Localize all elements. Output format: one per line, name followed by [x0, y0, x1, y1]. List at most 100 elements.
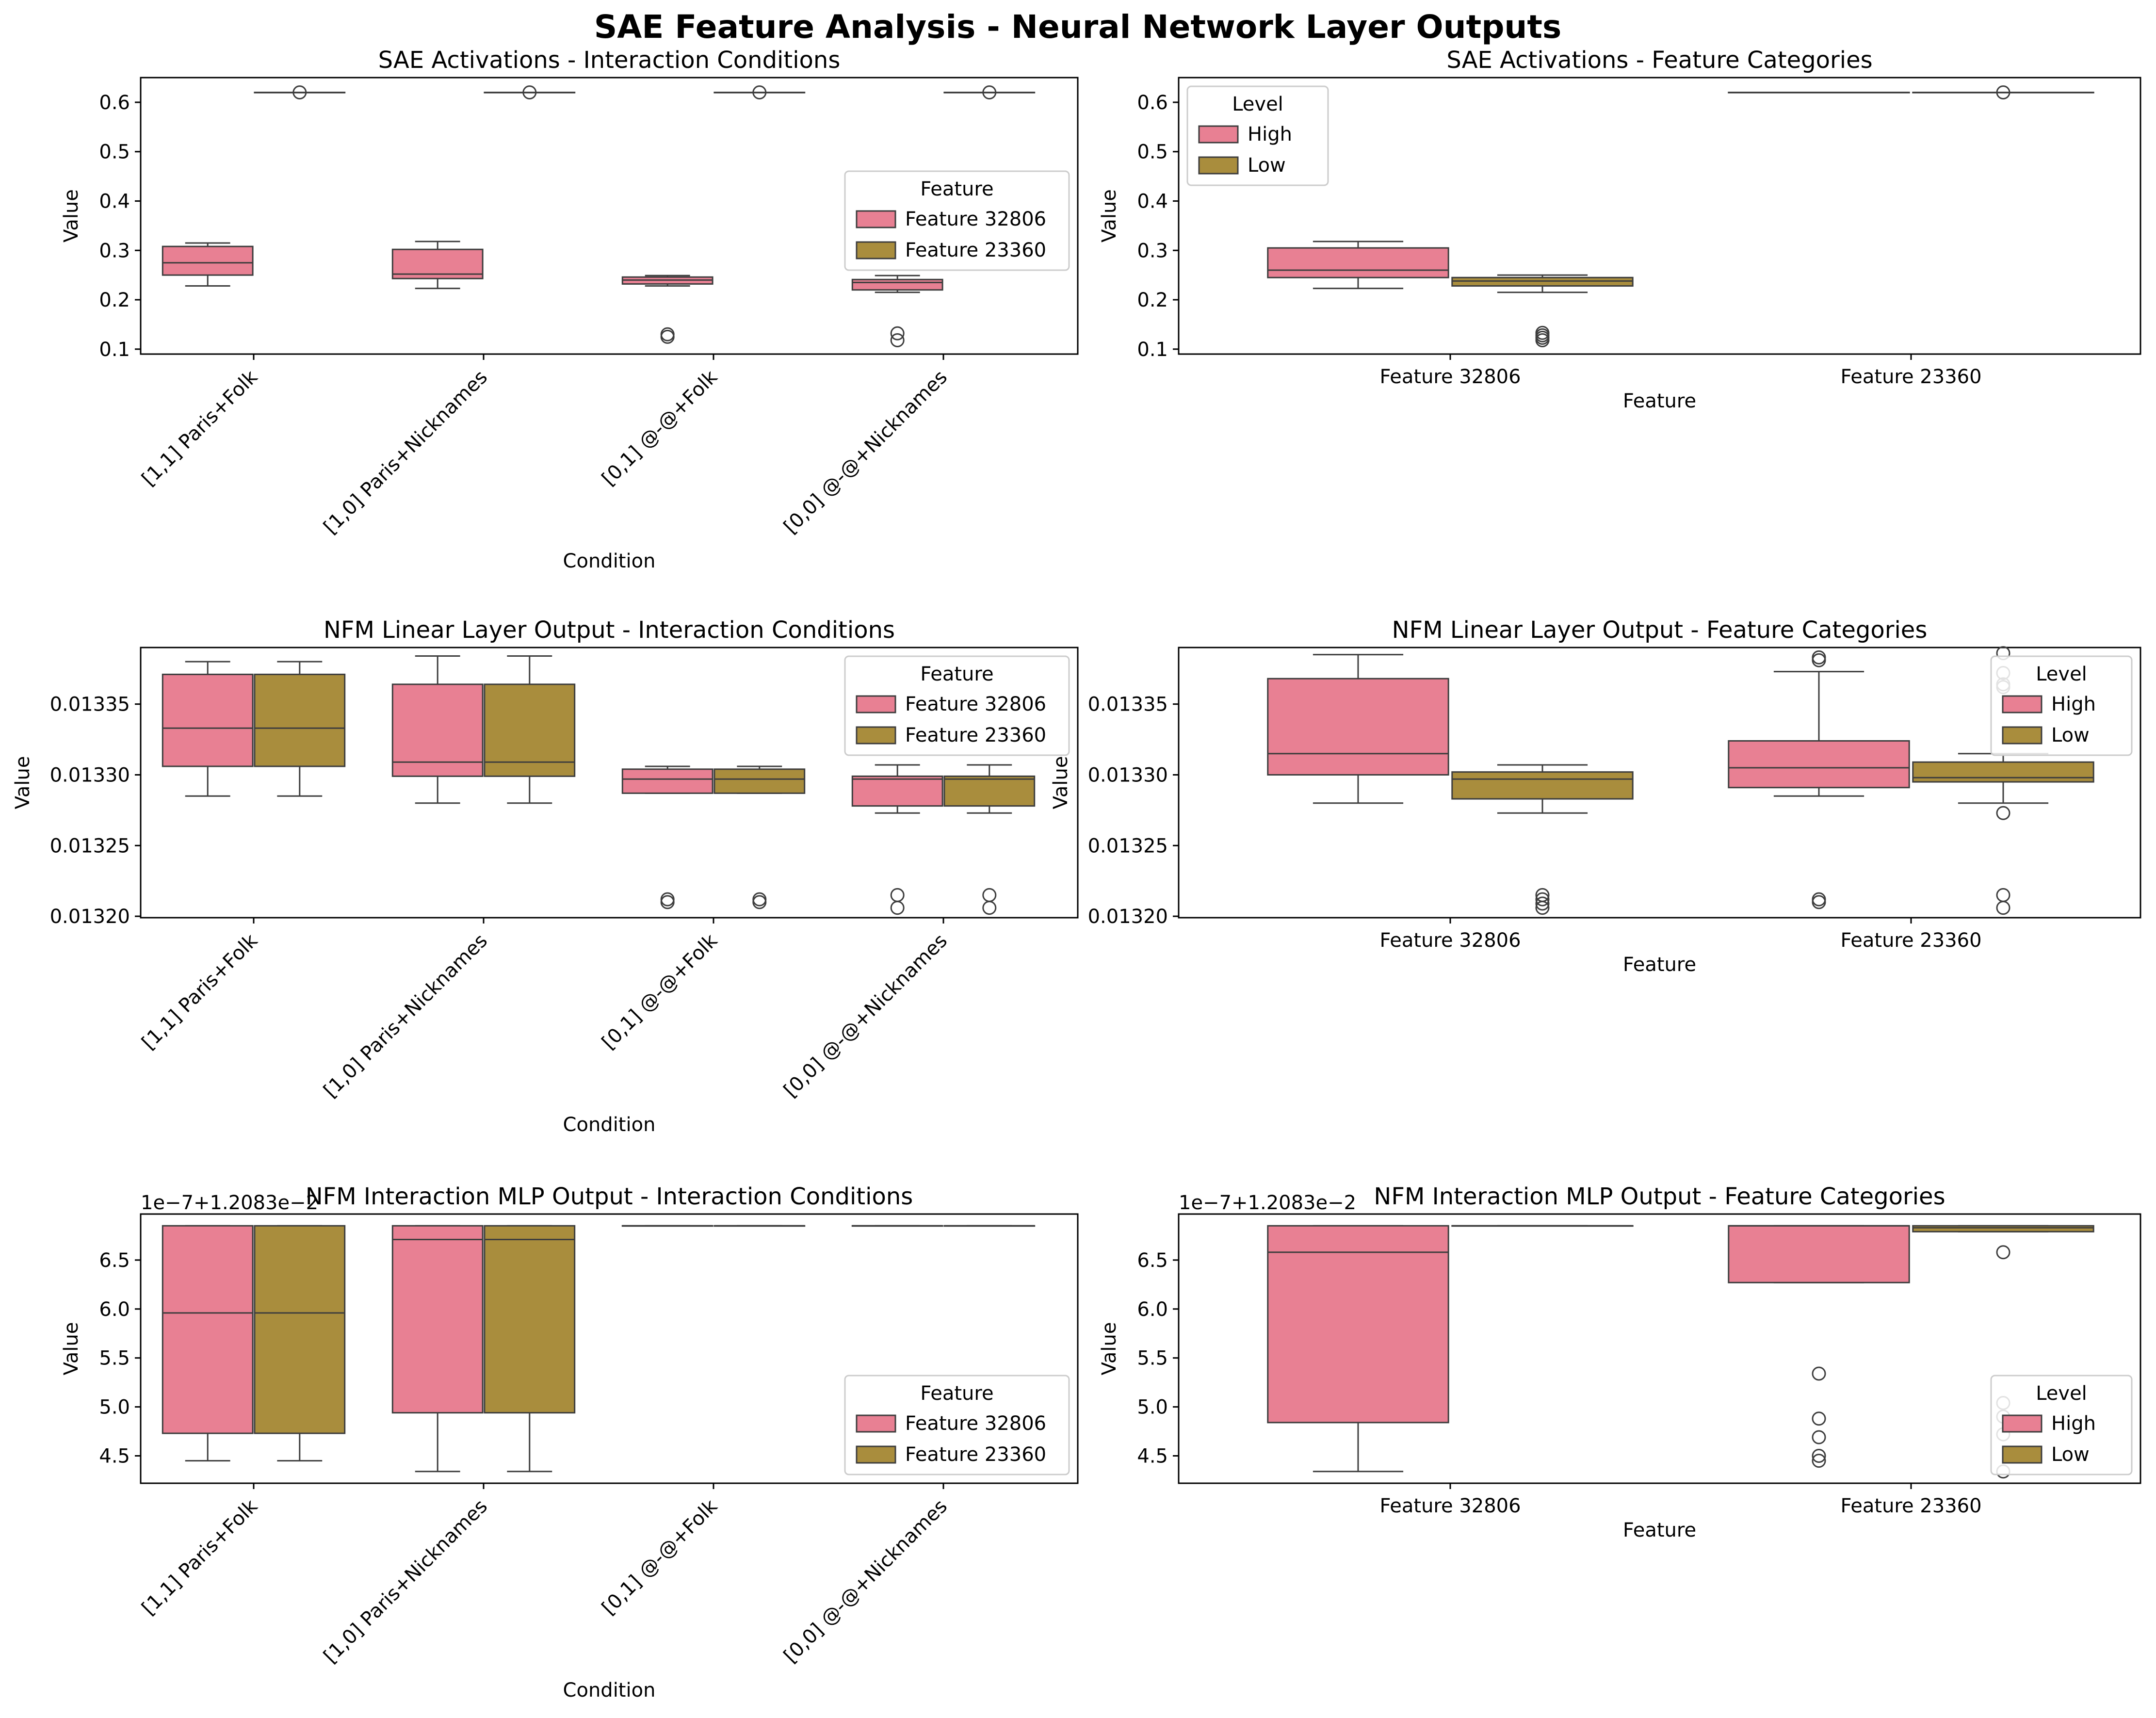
- y-tick-label: 0.01330: [1088, 764, 1168, 786]
- series-2: [1451, 1225, 2094, 1479]
- subplot-title: NFM Interaction MLP Output - Feature Cat…: [1374, 1183, 1945, 1210]
- legend-entry-label: High: [1248, 123, 1292, 146]
- legend-entry-label: Low: [1248, 154, 1286, 177]
- legend-swatch: [2002, 695, 2043, 713]
- subplot-title: NFM Interaction MLP Output - Interaction…: [306, 1183, 913, 1210]
- y-axis-label: Value: [1098, 1322, 1120, 1376]
- y-tick-label: 0.01325: [1088, 835, 1168, 857]
- axes-frame: [140, 647, 1079, 919]
- box-1: [162, 242, 254, 287]
- outlier-point: [660, 892, 675, 907]
- x-axis-label: Condition: [563, 1679, 656, 1702]
- axes-frame: [140, 1213, 1079, 1484]
- y-axis-label: Value: [60, 1322, 82, 1376]
- box-body: [1267, 1225, 1449, 1424]
- y-offset-label: 1e−7+1.2083e−2: [141, 1192, 318, 1214]
- box-body: [1728, 740, 1910, 789]
- box-2: [484, 655, 576, 804]
- box-body: [162, 245, 254, 276]
- outlier-point: [752, 85, 767, 100]
- subplot-title: SAE Activations - Feature Categories: [1446, 47, 1872, 74]
- legend-title: Feature: [920, 1382, 993, 1405]
- legend: Level High Low: [1990, 1375, 2133, 1475]
- legend-title: Feature: [920, 663, 993, 685]
- box-2: [1912, 1225, 2094, 1479]
- subplot-title: NFM Linear Layer Output - Interaction Co…: [324, 616, 895, 644]
- outlier-point: [1812, 1430, 1826, 1444]
- box-1: [254, 1225, 346, 1462]
- legend-entry-label: High: [2051, 693, 2096, 715]
- legend-entry-label: Feature 23360: [905, 1443, 1046, 1466]
- y-tick-label: 0.01330: [50, 764, 130, 786]
- outlier-point: [1535, 896, 1550, 911]
- x-tick-label: Feature 32806: [1379, 929, 1521, 952]
- y-axis-label: Value: [60, 189, 82, 243]
- series-1: [1267, 1225, 1910, 1473]
- legend-swatch: [856, 1445, 896, 1464]
- legend-title: Feature: [920, 178, 993, 200]
- outlier-point: [982, 888, 997, 902]
- x-tick-label: Feature 23360: [1840, 929, 1981, 952]
- box-1: [162, 661, 254, 797]
- legend-swatch: [1198, 125, 1239, 144]
- legend: Level High Low: [1186, 85, 1329, 186]
- legend-entry-label: Feature 23360: [905, 239, 1046, 261]
- y-tick-label: 5.5: [1137, 1347, 1168, 1370]
- box-body: [851, 775, 943, 807]
- box-2: [1728, 1225, 1910, 1468]
- legend-swatch: [2002, 1414, 2043, 1433]
- y-tick-label: 0.01320: [1088, 906, 1168, 928]
- subplot-6: NFM Interaction MLP Output - Feature Cat…: [1098, 1183, 2141, 1541]
- box-3: [621, 765, 713, 909]
- box-2: [391, 655, 484, 804]
- outlier-point: [890, 888, 905, 902]
- figure-suptitle: SAE Feature Analysis - Neural Network La…: [594, 8, 1562, 46]
- box-body: [254, 673, 346, 767]
- subplot-4: NFM Linear Layer Output - Feature Catego…: [1050, 616, 2141, 976]
- subplot-title: NFM Linear Layer Output - Feature Catego…: [1392, 616, 1928, 644]
- legend: Level High Low: [1990, 655, 2133, 756]
- box-2: [391, 241, 484, 290]
- series-1: [1267, 92, 1910, 290]
- y-tick-label: 6.0: [99, 1298, 130, 1321]
- box-body: [1912, 1225, 2094, 1232]
- box-1: [1267, 654, 1449, 804]
- box-body: [1267, 247, 1449, 278]
- legend-swatch: [856, 726, 896, 745]
- box-body: [1451, 771, 1634, 800]
- box-body: [621, 768, 713, 794]
- y-tick-label: 0.2: [99, 289, 130, 311]
- box-body: [1451, 276, 1634, 287]
- y-tick-label: 0.1: [1137, 339, 1168, 361]
- box-body: [254, 1225, 346, 1434]
- x-axis-label: Condition: [563, 550, 656, 572]
- x-axis-label: Feature: [1623, 954, 1696, 976]
- box-body: [1728, 1225, 1910, 1283]
- outlier-point: [1812, 1454, 1826, 1468]
- box-body: [484, 1225, 576, 1414]
- box-2: [391, 1225, 484, 1473]
- box-1: [254, 85, 346, 100]
- box-4: [943, 764, 1036, 915]
- axes-frame: [1178, 77, 2141, 355]
- x-tick-label: Feature 23360: [1840, 1495, 1981, 1517]
- y-tick-label: 5.0: [99, 1396, 130, 1419]
- y-offset-label: 1e−7+1.2083e−2: [1179, 1192, 1356, 1214]
- box-1: [1451, 274, 1634, 347]
- legend-entry-label: Feature 32806: [905, 1412, 1046, 1435]
- legend-entry-label: Feature 32806: [905, 693, 1046, 715]
- legend-swatch: [856, 695, 896, 713]
- legend-frame: [844, 1375, 1070, 1475]
- box-2: [1728, 650, 1910, 909]
- y-tick-label: 0.4: [1137, 190, 1168, 212]
- outlier-point: [1812, 1411, 1826, 1426]
- outlier-point: [752, 892, 767, 907]
- x-axis-label: Condition: [563, 1114, 656, 1136]
- subplot-title: SAE Activations - Interaction Conditions: [378, 47, 841, 74]
- outlier-point: [1996, 1245, 2010, 1260]
- y-axis-label: Value: [1050, 756, 1072, 810]
- series-1: [1267, 650, 1910, 909]
- box-1: [162, 1225, 254, 1462]
- series-2: [254, 85, 1036, 100]
